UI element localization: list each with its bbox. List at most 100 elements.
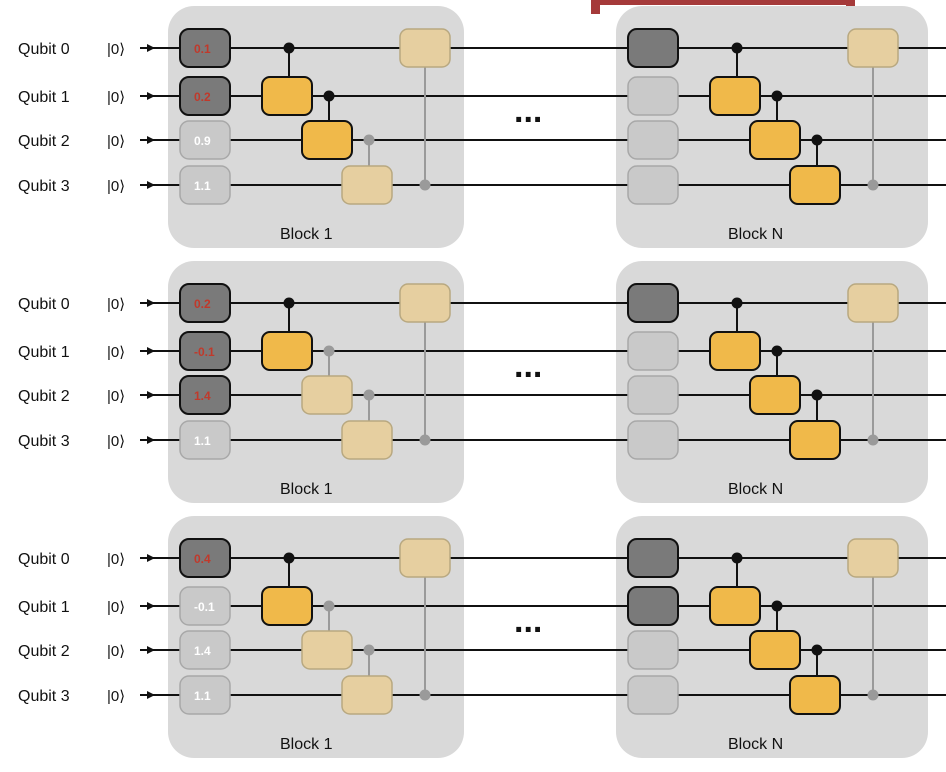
wire-arrow-icon bbox=[147, 136, 155, 144]
cz-gate bbox=[709, 331, 761, 371]
rotation-gate bbox=[179, 28, 231, 68]
cz-control-dot bbox=[363, 134, 375, 146]
wire-arrow-icon bbox=[147, 347, 155, 355]
cz-control-dot bbox=[283, 552, 295, 564]
ellipsis: ... bbox=[514, 602, 542, 640]
cz-gate bbox=[749, 630, 801, 670]
qubit-label: Qubit 2 bbox=[18, 388, 70, 405]
rotation-param: 0.2 bbox=[194, 297, 211, 311]
long-cz-gate bbox=[399, 28, 451, 68]
wire-arrow-icon bbox=[147, 92, 155, 100]
rotation-gate bbox=[179, 538, 231, 578]
long-cz-control-dot bbox=[419, 179, 431, 191]
cz-control-dot bbox=[771, 90, 783, 102]
long-cz-control-dot bbox=[867, 179, 879, 191]
initial-state-ket: |0⟩ bbox=[107, 599, 125, 616]
qubit-label: Qubit 3 bbox=[18, 433, 70, 450]
circuit-row: Qubit 0 |0⟩ Qubit 1 |0⟩ Qubit 2 |0⟩ Qubit 3 |0⟩… bbox=[18, 516, 946, 758]
long-cz-gate bbox=[847, 283, 899, 323]
ellipsis: ... bbox=[514, 92, 542, 130]
block-label: Block 1 bbox=[280, 736, 333, 753]
rotation-param: 0.2 bbox=[194, 90, 211, 104]
block-label: Block 1 bbox=[280, 226, 333, 243]
cz-gate bbox=[341, 420, 393, 460]
qubit-label: Qubit 0 bbox=[18, 551, 70, 568]
long-cz-gate bbox=[399, 283, 451, 323]
circuit-row: Qubit 0 |0⟩ Qubit 1 |0⟩ Qubit 2 |0⟩ Qubit 3 |0⟩… bbox=[18, 261, 946, 503]
initial-state-ket: |0⟩ bbox=[107, 551, 125, 568]
rotation-gate bbox=[627, 76, 679, 116]
cz-control-dot bbox=[323, 90, 335, 102]
rotation-gate bbox=[179, 675, 231, 715]
cz-control-dot bbox=[283, 42, 295, 54]
rotation-param: 1.4 bbox=[194, 644, 211, 658]
wire-arrow-icon bbox=[147, 602, 155, 610]
rotation-gate bbox=[179, 165, 231, 205]
cz-gate bbox=[749, 375, 801, 415]
qubit-label: Qubit 1 bbox=[18, 89, 70, 106]
initial-state-ket: |0⟩ bbox=[107, 41, 125, 58]
cz-gate bbox=[341, 165, 393, 205]
rotation-gate bbox=[627, 420, 679, 460]
block-label: Block N bbox=[728, 481, 783, 498]
cz-gate bbox=[341, 675, 393, 715]
initial-state-ket: |0⟩ bbox=[107, 296, 125, 313]
cz-gate bbox=[261, 586, 313, 626]
initial-state-ket: |0⟩ bbox=[107, 388, 125, 405]
rotation-gate bbox=[179, 375, 231, 415]
rotation-param: 1.1 bbox=[194, 179, 211, 193]
initial-state-ket: |0⟩ bbox=[107, 643, 125, 660]
cz-gate bbox=[789, 420, 841, 460]
long-cz-gate bbox=[847, 28, 899, 68]
rotation-param: -0.1 bbox=[194, 600, 215, 614]
top-bracket-bar bbox=[591, 0, 855, 5]
rotation-gate bbox=[627, 283, 679, 323]
cz-gate bbox=[709, 76, 761, 116]
long-cz-control-dot bbox=[867, 689, 879, 701]
block-label: Block 1 bbox=[280, 481, 333, 498]
long-cz-control-dot bbox=[419, 434, 431, 446]
block-label: Block N bbox=[728, 226, 783, 243]
rotation-gate bbox=[627, 331, 679, 371]
wire-arrow-icon bbox=[147, 391, 155, 399]
wire-arrow-icon bbox=[147, 181, 155, 189]
long-cz-gate bbox=[847, 538, 899, 578]
rotation-gate bbox=[627, 538, 679, 578]
cz-gate bbox=[301, 375, 353, 415]
qubit-label: Qubit 2 bbox=[18, 643, 70, 660]
cz-control-dot bbox=[323, 345, 335, 357]
circuit-row: Qubit 0 |0⟩ Qubit 1 |0⟩ Qubit 2 |0⟩ Qubit 3 |0⟩… bbox=[18, 6, 946, 248]
cz-control-dot bbox=[283, 297, 295, 309]
wire-arrow-icon bbox=[147, 436, 155, 444]
wire-arrow-icon bbox=[147, 44, 155, 52]
cz-control-dot bbox=[363, 644, 375, 656]
rotation-gate bbox=[627, 630, 679, 670]
wire-arrow-icon bbox=[147, 554, 155, 562]
long-cz-gate bbox=[399, 538, 451, 578]
rotation-param: 1.1 bbox=[194, 689, 211, 703]
cz-control-dot bbox=[363, 389, 375, 401]
cz-gate bbox=[789, 675, 841, 715]
rotation-gate bbox=[627, 675, 679, 715]
cz-gate bbox=[301, 630, 353, 670]
cz-control-dot bbox=[771, 345, 783, 357]
cz-gate bbox=[301, 120, 353, 160]
cz-gate bbox=[261, 76, 313, 116]
long-cz-control-dot bbox=[419, 689, 431, 701]
rotation-gate bbox=[627, 586, 679, 626]
long-cz-control-dot bbox=[867, 434, 879, 446]
cz-gate bbox=[749, 120, 801, 160]
initial-state-ket: |0⟩ bbox=[107, 433, 125, 450]
qubit-label: Qubit 3 bbox=[18, 178, 70, 195]
initial-state-ket: |0⟩ bbox=[107, 344, 125, 361]
rotation-gate bbox=[179, 120, 231, 160]
qubit-label: Qubit 0 bbox=[18, 41, 70, 58]
rotation-gate bbox=[179, 283, 231, 323]
qubit-label: Qubit 3 bbox=[18, 688, 70, 705]
rotation-gate bbox=[627, 375, 679, 415]
cz-gate bbox=[261, 331, 313, 371]
cz-control-dot bbox=[731, 552, 743, 564]
wire-arrow-icon bbox=[147, 646, 155, 654]
cz-control-dot bbox=[811, 644, 823, 656]
